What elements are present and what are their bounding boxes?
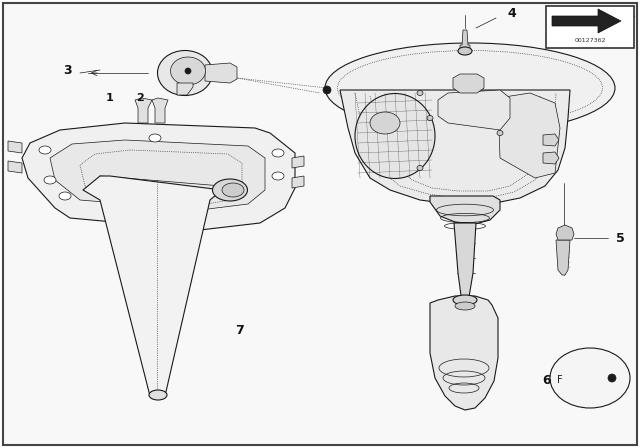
Ellipse shape (427, 116, 433, 121)
Polygon shape (552, 9, 621, 33)
Polygon shape (543, 152, 559, 164)
Ellipse shape (44, 176, 56, 184)
Ellipse shape (212, 179, 248, 201)
Circle shape (185, 68, 191, 74)
Text: 1: 1 (106, 93, 114, 103)
Ellipse shape (355, 94, 435, 178)
Ellipse shape (222, 183, 244, 197)
Polygon shape (430, 196, 500, 224)
Polygon shape (498, 93, 560, 178)
Ellipse shape (497, 130, 503, 135)
Polygon shape (135, 98, 152, 123)
Ellipse shape (149, 134, 161, 142)
Polygon shape (205, 63, 237, 83)
Polygon shape (177, 83, 193, 95)
Ellipse shape (417, 90, 423, 95)
Ellipse shape (59, 192, 71, 200)
Polygon shape (556, 225, 574, 240)
Text: 4: 4 (508, 7, 516, 20)
Polygon shape (340, 90, 570, 204)
Ellipse shape (453, 295, 477, 305)
Text: 3: 3 (64, 64, 72, 77)
Ellipse shape (550, 348, 630, 408)
Text: 00127362: 00127362 (574, 38, 605, 43)
Text: F: F (557, 375, 563, 385)
Polygon shape (152, 98, 168, 123)
Text: 7: 7 (236, 323, 244, 336)
Polygon shape (292, 176, 304, 188)
Text: 5: 5 (616, 232, 625, 245)
Ellipse shape (272, 149, 284, 157)
Polygon shape (454, 223, 476, 303)
Polygon shape (438, 90, 510, 130)
Ellipse shape (272, 172, 284, 180)
Polygon shape (292, 156, 304, 168)
Ellipse shape (170, 57, 205, 85)
Polygon shape (453, 74, 484, 93)
Polygon shape (460, 30, 470, 50)
Bar (546, 6, 634, 48)
Ellipse shape (149, 390, 167, 400)
Ellipse shape (458, 47, 472, 55)
Polygon shape (543, 134, 559, 146)
Ellipse shape (325, 43, 615, 133)
Ellipse shape (455, 302, 475, 310)
Polygon shape (556, 240, 570, 275)
Text: 2: 2 (136, 93, 144, 103)
Circle shape (608, 374, 616, 382)
Polygon shape (50, 140, 265, 210)
Polygon shape (83, 176, 222, 398)
Circle shape (323, 86, 331, 94)
Polygon shape (22, 123, 295, 230)
Polygon shape (430, 296, 498, 410)
Ellipse shape (157, 51, 212, 95)
Ellipse shape (370, 112, 400, 134)
Ellipse shape (417, 165, 423, 171)
Ellipse shape (39, 146, 51, 154)
Polygon shape (8, 161, 22, 173)
Polygon shape (8, 141, 22, 153)
Text: 6: 6 (543, 374, 551, 387)
